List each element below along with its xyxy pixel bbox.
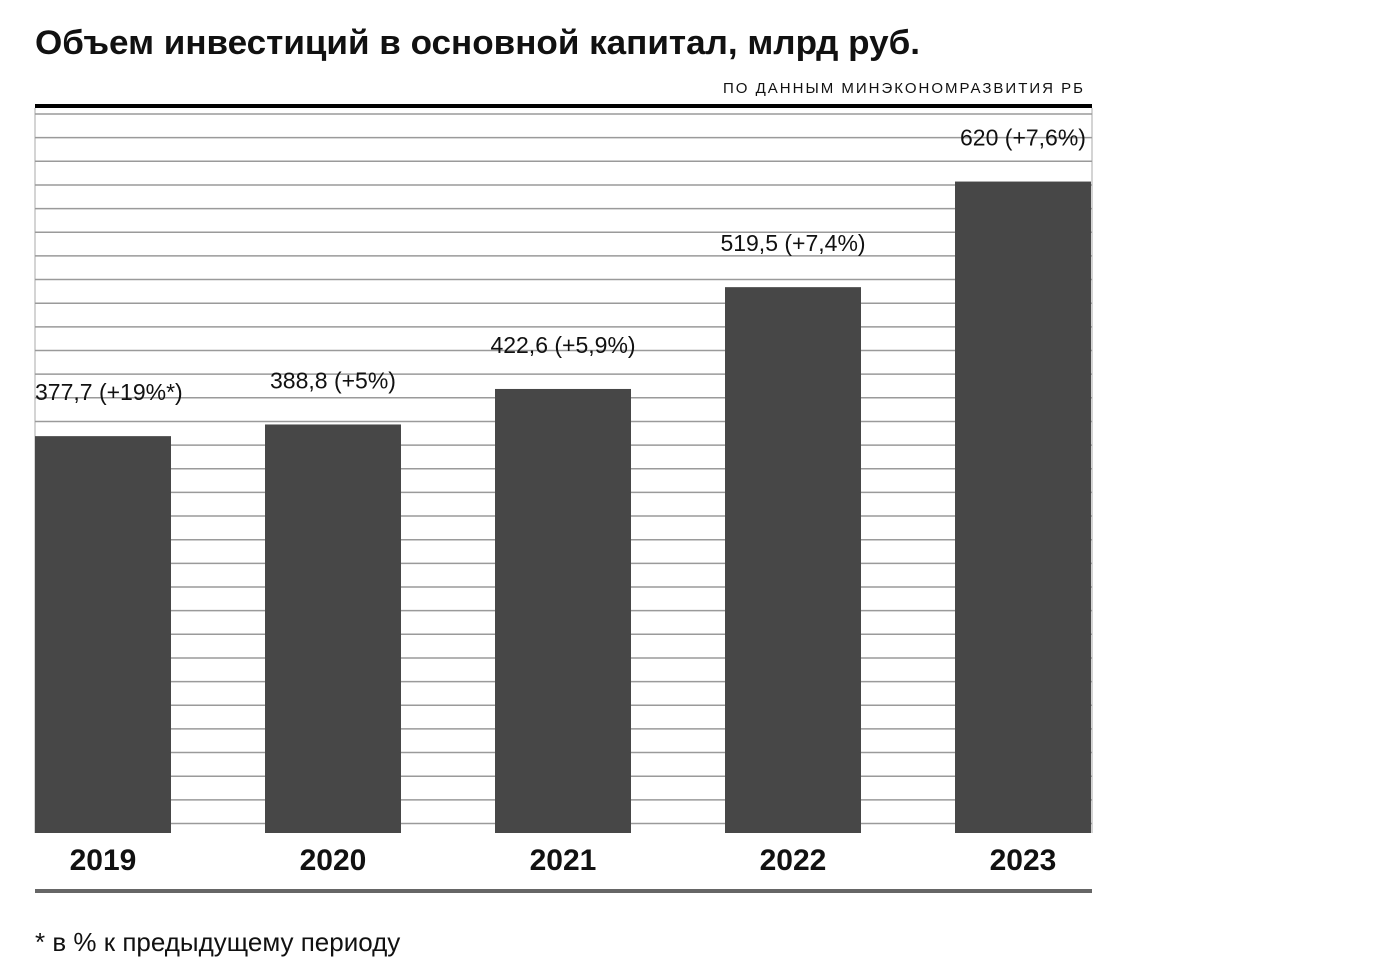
data-label: 422,6 (+5,9%) [490,332,635,358]
chart-title: Объем инвестиций в основной капитал, млр… [35,24,920,62]
data-label: 377,7 (+19%*) [35,379,183,405]
chart-subtitle: ПО ДАННЫМ МИНЭКОНОМРАЗВИТИЯ РБ [723,80,1085,97]
data-label: 388,8 (+5%) [270,368,396,394]
bar [35,436,171,833]
bar [955,181,1091,833]
bar [265,424,401,833]
x-tick-label: 2022 [760,844,827,877]
x-tick-label: 2019 [70,844,137,877]
x-tick-label: 2023 [990,844,1057,877]
x-tick-label: 2020 [300,844,367,877]
footnote: * в % к предыдущему периоду [35,927,400,957]
data-label: 620 (+7,6%) [960,125,1086,151]
bar [725,287,861,833]
data-label: 519,5 (+7,4%) [720,230,865,256]
x-tick-label: 2021 [530,844,597,877]
bar [495,388,631,833]
